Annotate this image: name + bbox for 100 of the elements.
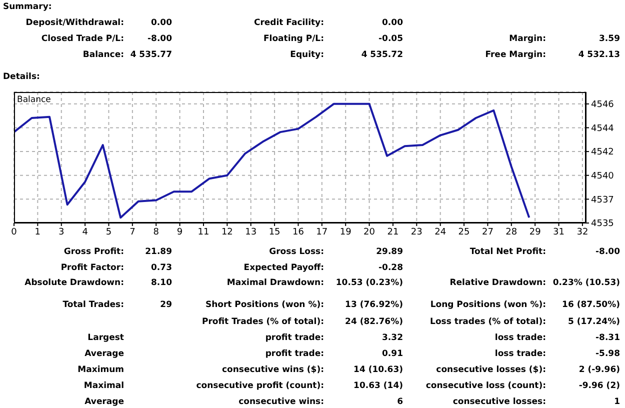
text: 29.89 [376, 246, 403, 258]
text: 4 532.13 [578, 49, 620, 61]
x-tick-label: 23 [410, 227, 422, 238]
text: consecutive wins ($): [222, 364, 324, 376]
text: Expected Payoff: [244, 262, 324, 274]
text: 29 [160, 299, 172, 311]
y-tick-label: 4537 [591, 195, 614, 206]
x-tick-label: 1 [34, 227, 41, 238]
text: loss trade: [494, 348, 546, 360]
text: Equity: [290, 49, 324, 61]
y-tick-label: 4544 [591, 124, 614, 134]
text: Largest [88, 332, 124, 344]
text: -0.05 [378, 33, 403, 45]
text: -9.96 (2) [578, 380, 620, 392]
text: Profit Trades (% of total): [202, 316, 324, 328]
annotation: Balance [17, 94, 51, 106]
x-tick-label: 7 [130, 227, 136, 238]
text: Deposit/Withdrawal: [26, 17, 124, 29]
x-tick-label: 24 [434, 227, 446, 238]
text: Gross Profit: [64, 246, 124, 258]
text: 3.59 [599, 33, 620, 45]
text: 0.73 [151, 262, 172, 274]
x-tick-label: 0 [11, 227, 18, 238]
text: 21.89 [145, 246, 172, 258]
text: 0.23% (10.53) [552, 277, 620, 289]
text: Profit Factor: [60, 262, 124, 274]
text: 14 (10.63) [354, 364, 403, 376]
text: consecutive loss (count): [426, 380, 546, 392]
x-tick-label: 28 [506, 227, 518, 238]
text: consecutive losses ($): [436, 364, 546, 376]
x-tick-label: 12 [221, 227, 233, 238]
x-tick-label: 32 [576, 227, 588, 238]
text: 10.63 (14) [354, 380, 403, 392]
x-tick-label: 17 [316, 227, 328, 238]
text: 4 535.77 [130, 49, 172, 61]
y-tick-label: 4546 [591, 100, 614, 110]
text: -8.31 [596, 332, 620, 344]
x-tick-label: 15 [268, 227, 280, 238]
text: 10.53 (0.23%) [336, 277, 403, 289]
text: 0.00 [382, 17, 403, 29]
y-tick-label: 4540 [591, 172, 614, 182]
text: 13 (76.92%) [345, 299, 403, 311]
x-tick-label: 5 [106, 227, 112, 238]
x-tick-label: 16 [292, 227, 304, 238]
text: profit trade: [265, 348, 324, 360]
text: Margin: [509, 33, 546, 45]
text: Credit Facility: [254, 17, 324, 29]
text: 1 [614, 396, 620, 408]
text: 4 535.72 [361, 49, 403, 61]
text: Total Net Profit: [470, 246, 546, 258]
text: Gross Loss: [269, 246, 324, 258]
chart-title: Details: [3, 71, 40, 83]
x-tick-label: 21 [387, 227, 399, 238]
text: consecutive losses: [452, 396, 546, 408]
line-series [14, 102, 530, 219]
text: 0.00 [151, 17, 172, 29]
text: loss trade: [494, 332, 546, 344]
text: 3.32 [382, 332, 403, 344]
text: Free Margin: [485, 49, 546, 61]
x-tick-label: 25 [458, 227, 470, 238]
text: Maximum [78, 364, 124, 376]
x-tick-label: 3 [58, 227, 64, 238]
text: 0.91 [382, 348, 403, 360]
y-tick-label: 4542 [591, 148, 614, 158]
x-tick-label: 31 [553, 227, 564, 238]
text: Short Positions (won %): [205, 299, 324, 311]
x-tick-label: 13 [245, 227, 257, 238]
x-tick-label: 27 [482, 227, 494, 238]
x-tick-label: 4 [82, 227, 88, 238]
text: Summary: [3, 1, 52, 13]
x-tick-label: 20 [364, 227, 376, 238]
x-tick-label: 9 [176, 227, 183, 238]
text: profit trade: [265, 332, 324, 344]
x-tick-label: 11 [198, 227, 210, 238]
text: Absolute Drawdown: [24, 277, 124, 289]
x-tick-label: 19 [340, 227, 352, 238]
text: Relative Drawdown: [450, 277, 546, 289]
text: 16 (87.50%) [562, 299, 620, 311]
text: Loss trades (% of total): [430, 316, 546, 328]
text: Total Trades: [62, 299, 124, 311]
text: Balance: [82, 49, 124, 61]
text: Maximal Drawdown: [226, 277, 324, 289]
y-tick-label: 4535 [591, 219, 614, 230]
text: Long Positions (won %): [430, 299, 546, 311]
x-tick-label: 29 [529, 227, 542, 238]
text: -8.00 [148, 33, 172, 45]
text: Average [84, 396, 124, 408]
text: -0.28 [378, 262, 403, 274]
text: 2 (-9.96) [578, 364, 620, 376]
text: 24 (82.76%) [345, 316, 403, 328]
text: 5 (17.24%) [568, 316, 620, 328]
text: Floating P/L: [263, 33, 324, 45]
text: -5.98 [596, 348, 620, 360]
text: consecutive profit (count): [196, 380, 324, 392]
text: 6 [397, 396, 403, 408]
text: Maximal [84, 380, 124, 392]
text: Closed Trade P/L: [41, 33, 124, 45]
text: -8.00 [596, 246, 620, 258]
text: 8.10 [151, 277, 172, 289]
text: consecutive wins: [238, 396, 324, 408]
